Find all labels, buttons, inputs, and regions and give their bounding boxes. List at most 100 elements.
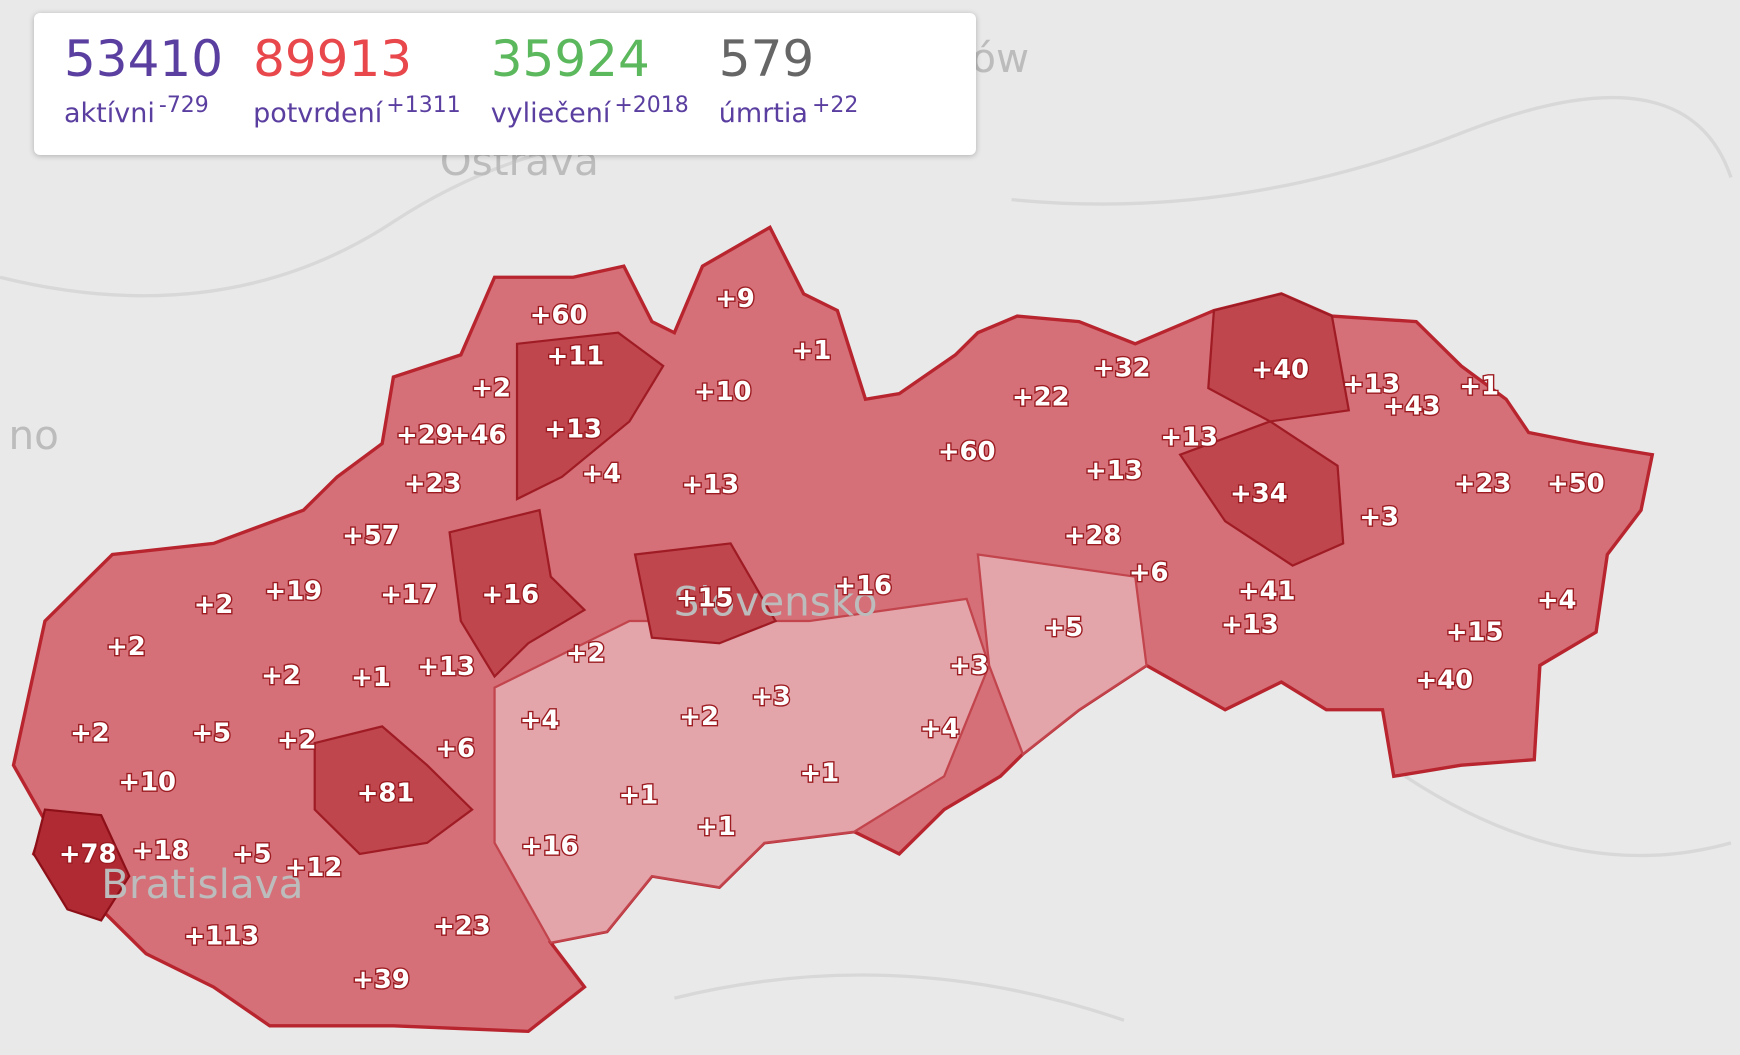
region-dark <box>32 808 131 922</box>
stat-label: potvrdení +1311 <box>253 93 461 129</box>
district-label: +32 <box>1093 354 1151 384</box>
stat-value: 53410 <box>64 30 224 88</box>
district-label: +2 <box>566 639 606 669</box>
district-label: +4 <box>920 714 960 744</box>
stat-name: vyliečení <box>490 98 611 129</box>
stat: 89913 potvrdení +1311 <box>253 31 461 155</box>
district-label: +50 <box>1547 469 1605 499</box>
district-label: +2 <box>679 702 719 732</box>
district-label: +113 <box>184 922 260 952</box>
district-label: +57 <box>342 521 400 551</box>
district-label: +13 <box>682 470 740 500</box>
district-label: +16 <box>521 832 579 862</box>
district-label: +2 <box>277 725 317 755</box>
district-label: +3 <box>949 651 989 681</box>
stat-delta: +2018 <box>614 93 689 118</box>
district-label: +40 <box>1251 355 1309 385</box>
stat-name: úmrtia <box>718 98 808 129</box>
district-label: +18 <box>132 836 190 866</box>
district-label: +4 <box>1537 586 1577 616</box>
district-label: +13 <box>1160 423 1218 453</box>
district-label: +23 <box>404 469 462 499</box>
road <box>0 96 1733 1022</box>
place-label: Slovensko <box>674 580 878 626</box>
region-light <box>493 597 991 944</box>
district-label: +22 <box>1012 383 1070 413</box>
district-label: +1 <box>351 663 391 693</box>
district-label: +2 <box>261 661 301 691</box>
district-label: +23 <box>1454 469 1512 499</box>
stat: 53410 aktívni -729 <box>64 31 223 155</box>
district-label: +13 <box>1342 369 1400 399</box>
stat-value: 89913 <box>253 30 413 88</box>
district-label: +23 <box>433 912 491 942</box>
district-label: +1 <box>792 336 832 366</box>
stat-delta: +1311 <box>386 93 461 118</box>
district-label: +9 <box>715 284 755 314</box>
district-label: +16 <box>481 580 539 610</box>
district-label: +41 <box>1238 577 1296 607</box>
district-label: +5 <box>1043 613 1083 643</box>
stat-label: aktívni -729 <box>64 93 223 129</box>
district-label: +5 <box>232 840 272 870</box>
stat-value: 35924 <box>490 30 650 88</box>
district-label: +3 <box>1359 503 1399 533</box>
district-label: +60 <box>530 301 588 331</box>
stat-delta: -729 <box>158 93 209 118</box>
district-label: +2 <box>70 719 110 749</box>
place-label: Bratislava <box>101 862 303 908</box>
district-label: +43 <box>1383 392 1441 422</box>
stat-label: vyliečení +2018 <box>491 93 689 129</box>
district-label: +2 <box>471 374 511 404</box>
district-label: +81 <box>357 779 415 809</box>
region-dark <box>633 542 778 645</box>
district-label: +4 <box>582 459 622 489</box>
district-label: +10 <box>694 377 752 407</box>
stat-value: 579 <box>718 30 815 88</box>
district-label: +16 <box>834 571 892 601</box>
district-label: +13 <box>544 415 602 445</box>
district-label: +13 <box>417 652 475 682</box>
stat-name: aktívni <box>64 98 155 129</box>
stat-delta: +22 <box>811 93 859 118</box>
district-label: +2 <box>194 590 234 620</box>
district-label: +6 <box>435 734 475 764</box>
district-label: +1 <box>1459 372 1499 402</box>
district-label: +6 <box>1129 558 1169 588</box>
district-label: +17 <box>380 580 438 610</box>
region-dark <box>448 508 587 679</box>
district-label: +34 <box>1230 479 1288 509</box>
district-label: +15 <box>1446 618 1504 648</box>
district-label: +19 <box>265 577 323 607</box>
region-dark <box>1207 292 1351 423</box>
district-label: +39 <box>352 965 410 995</box>
district-label: +5 <box>191 719 231 749</box>
stats-panel: 53410 aktívni -729 89913 potvrdení +1311 35924… <box>34 13 976 155</box>
district-label: +13 <box>1221 610 1279 640</box>
district-label: +10 <box>118 768 176 798</box>
region-dark <box>313 725 474 856</box>
district-label: +29 <box>396 420 454 450</box>
region-light <box>976 553 1148 756</box>
district-label: +46 <box>449 420 507 450</box>
district-label: +13 <box>1085 456 1143 486</box>
region-dark <box>515 331 665 501</box>
stat: 579 úmrtia +22 <box>719 31 859 155</box>
district-label: +1 <box>619 781 659 811</box>
place-label: no <box>9 413 59 459</box>
district-label: +4 <box>520 705 560 735</box>
district-label: +3 <box>751 682 791 712</box>
district-label: +60 <box>938 437 996 467</box>
stat: 35924 vyliečení +2018 <box>491 31 689 155</box>
district-label: +12 <box>285 853 343 883</box>
stat-label: úmrtia +22 <box>719 93 859 129</box>
district-label: +2 <box>106 632 146 662</box>
district-label: +28 <box>1064 521 1122 551</box>
district-label: +11 <box>547 342 605 372</box>
district-label: +78 <box>59 840 117 870</box>
district-label: +1 <box>800 759 840 789</box>
stat-name: potvrdení <box>253 98 383 129</box>
district-label: +1 <box>696 812 736 842</box>
